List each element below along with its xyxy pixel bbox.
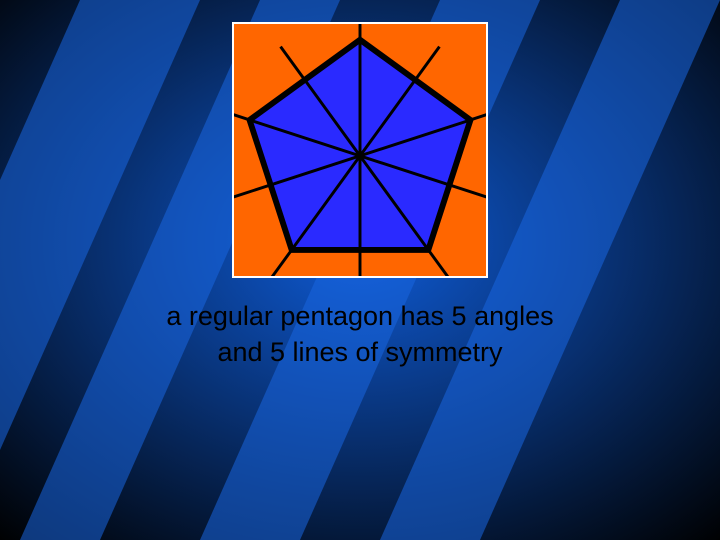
pentagon-figure bbox=[232, 22, 488, 278]
slide-content: a regular pentagon has 5 angles and 5 li… bbox=[0, 0, 720, 540]
slide: a regular pentagon has 5 angles and 5 li… bbox=[0, 0, 720, 540]
caption: a regular pentagon has 5 angles and 5 li… bbox=[166, 298, 553, 371]
pentagon-diagram bbox=[234, 24, 486, 276]
caption-line-1: a regular pentagon has 5 angles bbox=[166, 298, 553, 334]
caption-line-2: and 5 lines of symmetry bbox=[166, 334, 553, 370]
